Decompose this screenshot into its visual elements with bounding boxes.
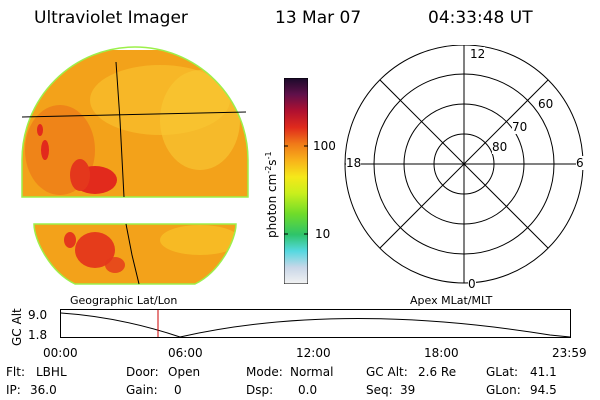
mlt-0-label: 0 <box>468 277 476 291</box>
geo-lon-line-upper <box>115 61 125 198</box>
seq-label: Seq: <box>366 383 393 397</box>
apex-label: Apex MLat/MLT <box>410 294 493 307</box>
seq-value: 39 <box>400 383 416 397</box>
time-label: 04:33:48 UT <box>428 8 533 28</box>
mode-value: Normal <box>290 365 334 379</box>
altitude-ymax: 9.0 <box>28 308 48 322</box>
gcalt-label: GC Alt: <box>366 365 408 379</box>
disk-upper <box>22 50 248 197</box>
altitude-xtick: 00:00 <box>43 346 78 360</box>
glon-label: GLon: <box>486 383 521 397</box>
colorbar-tick-10: 10 <box>315 227 331 241</box>
disk-lower-limb <box>33 223 237 285</box>
mlt-18-label: 18 <box>346 156 362 170</box>
glat-label: GLat: <box>486 365 519 379</box>
glat-value: 41.1 <box>530 365 557 379</box>
altitude-ymin: 1.8 <box>28 328 48 342</box>
altitude-xtick: 18:00 <box>424 346 459 360</box>
geo-lat-line <box>21 111 247 118</box>
gain-value: 0 <box>174 383 182 397</box>
colorbar-tick-100: 100 <box>313 139 336 153</box>
flt-value: LBHL <box>36 365 67 379</box>
date-label: 13 Mar 07 <box>275 8 362 28</box>
altitude-ylabel: GC Alt <box>10 308 24 346</box>
altitude-xtick: 12:00 <box>296 346 331 360</box>
polar-grid <box>344 45 584 284</box>
flt-label: Flt: <box>6 365 25 379</box>
geo-label: Geographic Lat/Lon <box>70 294 178 307</box>
altitude-xtick: 23:59 <box>552 346 587 360</box>
app-title: Ultraviolet Imager <box>34 8 188 28</box>
lat-80-label: 80 <box>492 140 508 154</box>
altitude-plot <box>60 309 571 338</box>
door-value: Open <box>168 365 201 379</box>
altitude-curve <box>60 312 571 338</box>
dsp-value: 0.0 <box>298 383 318 397</box>
disk-upper-limb <box>21 46 249 198</box>
ip-label: IP: <box>6 383 21 397</box>
colorbar <box>284 78 308 284</box>
lat-70-label: 70 <box>512 120 528 134</box>
ip-value: 36.0 <box>30 383 57 397</box>
disk-lower <box>34 224 236 284</box>
dsp-label: Dsp: <box>246 383 274 397</box>
colorbar-unit: photon cm-2s-1 <box>264 151 279 238</box>
gain-label: Gain: <box>126 383 158 397</box>
mode-label: Mode: <box>246 365 283 379</box>
mlt-6-label: 6 <box>576 156 584 170</box>
glon-value: 94.5 <box>530 383 557 397</box>
altitude-xtick: 06:00 <box>168 346 203 360</box>
geo-lon-line-lower <box>125 223 140 285</box>
lat-60-label: 60 <box>538 97 554 111</box>
door-label: Door: <box>126 365 159 379</box>
gcalt-value: 2.6 Re <box>418 365 457 379</box>
mlt-12-label: 12 <box>470 47 486 61</box>
